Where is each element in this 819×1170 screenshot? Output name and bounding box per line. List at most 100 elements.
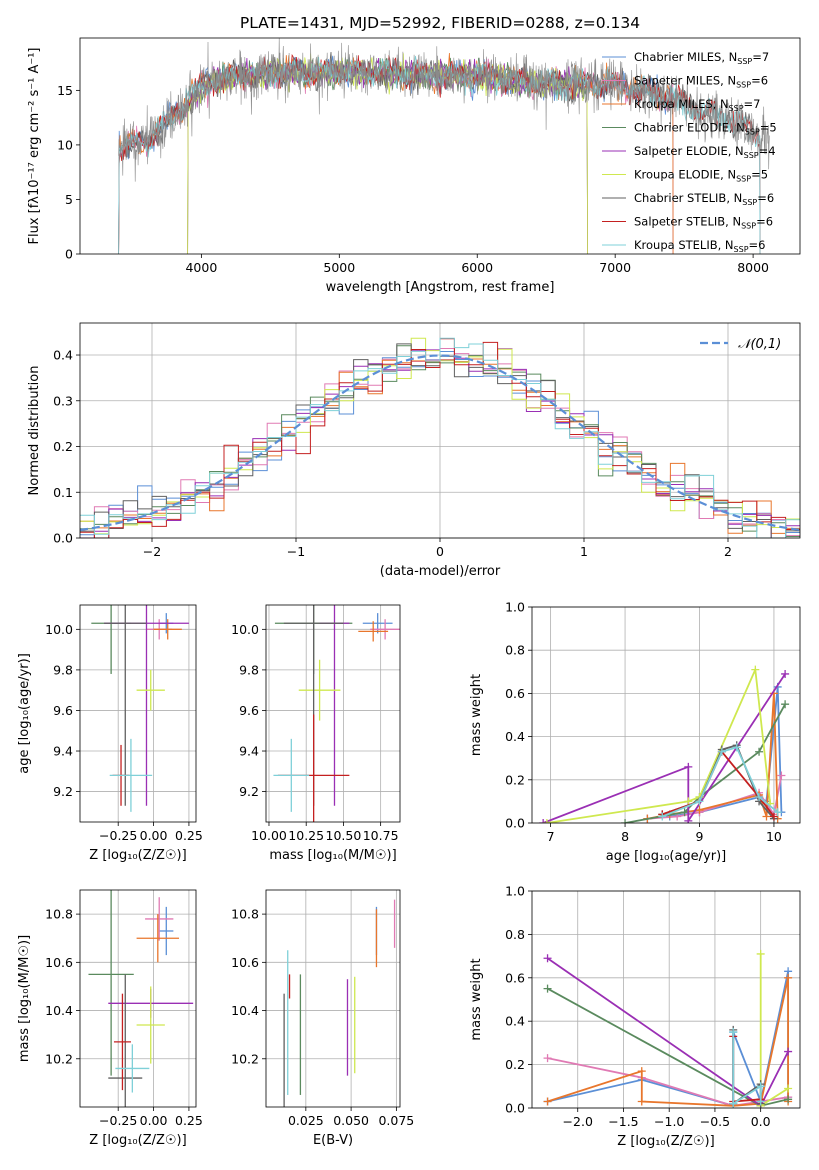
y-tick-label: 9.6 (53, 703, 73, 718)
y-tick-label: 9.2 (53, 784, 73, 799)
x-tick-label: 0.25 (175, 828, 203, 843)
x-tick-label: −0.25 (99, 1113, 137, 1128)
legend-label-rest: =5 (760, 121, 777, 135)
y-tick-label: 10.8 (231, 907, 259, 922)
legend-subscript: SSP (734, 245, 749, 254)
y-tick-label: 0.4 (53, 348, 73, 363)
series-marker (729, 1028, 738, 1037)
series-marker (717, 747, 726, 756)
legend-label: Salpeter ELODIE, NSSP=4 (634, 144, 776, 160)
series-marker (777, 771, 786, 780)
errorbar-chabrier_miles (159, 906, 174, 956)
panel-age-vs-Z: −0.25 0.00 0.25 9.2 9.4 9.6 9.8 10.0 Z [log₁₀(Z/… (17, 604, 203, 863)
series-marker (543, 984, 552, 993)
legend-label-rest: =6 (751, 74, 768, 88)
y-tick-label: 0.2 (505, 772, 525, 787)
x-tick-label: 10.00 (251, 828, 287, 843)
legend-label-rest: =7 (744, 97, 761, 111)
legend-label: Chabrier ELODIE, NSSP=5 (634, 121, 777, 137)
y-tick-label: 9.8 (239, 662, 259, 677)
series-marker (755, 747, 764, 756)
y-tick-label: 0.6 (505, 686, 525, 701)
histogram-kroupa_stelib (80, 337, 800, 538)
legend-label: Chabrier STELIB, NSSP=6 (634, 191, 774, 207)
series-line-kroupa_stelib (732, 1032, 762, 1106)
x-tick-label: 0.050 (333, 1113, 369, 1128)
spectrum-data (118, 38, 770, 182)
series-marker (769, 812, 778, 821)
axes-frame (79, 604, 197, 823)
series-marker (781, 700, 790, 709)
series-marker (784, 1084, 793, 1093)
errorbar-kroupa_miles (153, 619, 182, 640)
series-marker (755, 793, 764, 802)
y-tick-label: 9.4 (53, 744, 73, 759)
x-axis-label: wavelength [Angstrom, rest frame] (326, 280, 555, 295)
series-marker (658, 812, 667, 821)
series-marker (729, 1099, 738, 1108)
y-tick-label: 0 (65, 247, 73, 262)
errorbar-kroupa_stelib (273, 738, 310, 812)
legend-label: Kroupa STELIB, NSSP=6 (634, 238, 765, 254)
errorbar-kroupa_miles (136, 914, 180, 963)
legend-label-rest: =7 (752, 50, 769, 64)
x-tick-label: 1 (580, 544, 588, 559)
series-marker (784, 973, 793, 982)
y-tick-label: 10.4 (231, 1003, 259, 1018)
series-marker (756, 949, 765, 958)
x-tick-label: −0.5 (700, 1114, 730, 1129)
series-marker (756, 1097, 765, 1106)
series-marker (637, 1097, 646, 1106)
x-tick-label: 0 (436, 544, 444, 559)
legend-label: Salpeter STELIB, NSSP=6 (634, 215, 773, 231)
y-tick-label: 0.4 (505, 1014, 525, 1029)
errorbar-kroupa_elodie (136, 986, 165, 1064)
panel-mass-vs-EBV: 0.025 0.050 0.075 10.2 10.4 10.6 10.8 E(B-V) (231, 889, 414, 1148)
legend-subscript: SSP (744, 151, 759, 160)
panel-mass-weight-vs-age: 7 8 9 10 0.0 0.2 0.4 0.6 0.8 1.0 age [log₁₀(age/yr… (469, 600, 801, 864)
errorbar-salpeter_miles (370, 619, 400, 640)
series-marker (732, 743, 741, 752)
y-axis-label: age [log₁₀(age/yr)] (17, 653, 32, 774)
x-tick-label: 10 (766, 829, 782, 844)
legend-subscript: SSP (737, 57, 752, 66)
panel-mass-weight-vs-Z: −2.0 −1.5 −1.0 −0.5 0.0 0.0 0.2 0.4 0.6 0.8 1.0 Z [… (469, 884, 801, 1149)
chart-title: PLATE=1431, MJD=52992, FIBERID=0288, z=0… (240, 14, 640, 32)
series-marker (756, 1082, 765, 1091)
series-marker (539, 819, 548, 823)
x-tick-label: 10.25 (288, 828, 324, 843)
y-tick-label: 1.0 (505, 884, 525, 899)
axes-frame (79, 889, 197, 1108)
x-tick-label: 9 (696, 829, 704, 844)
x-axis-label: (data-model)/error (380, 564, 501, 579)
axes-frame (265, 604, 401, 823)
spectrum-model-chabrier_stelib (118, 51, 761, 254)
y-tick-label: 0.0 (53, 531, 73, 546)
plot-area (80, 337, 800, 538)
axes-frame (531, 606, 801, 824)
errorbar-kroupa_stelib (115, 1044, 150, 1093)
y-tick-label: 0.1 (53, 485, 73, 500)
legend-label-rest: =6 (749, 238, 766, 252)
series-marker (621, 819, 630, 823)
y-tick-label: 10.0 (231, 622, 259, 637)
x-tick-label: 7000 (599, 260, 631, 275)
x-tick-label: 0.0 (751, 1114, 771, 1129)
x-axis-label: Z [log₁₀(Z/Z☉)] (89, 1133, 186, 1148)
errorbar-chabrier_stelib (108, 974, 143, 1107)
y-axis-label: Flux [fλ10⁻¹⁷ erg cm⁻² s⁻¹ A⁻¹] (27, 48, 42, 245)
errorbar-kroupa_stelib (109, 738, 153, 812)
series-marker (762, 812, 771, 821)
y-axis-label: mass [log₁₀(M/M☉)] (17, 935, 32, 1062)
x-axis-label: E(B-V) (313, 1133, 353, 1148)
legend-label: Chabrier MILES, NSSP=7 (634, 50, 769, 66)
y-axis-label: mass weight (469, 958, 484, 1040)
errorbar-chabrier_stelib (104, 605, 147, 806)
y-tick-label: 0.2 (505, 1057, 525, 1072)
legend: Chabrier MILES, NSSP=7 Salpeter MILES, NS… (602, 50, 777, 254)
series-marker (542, 819, 551, 823)
series-line-kroupa_stelib (661, 746, 779, 818)
plot-area (539, 665, 790, 823)
series-marker (637, 1067, 646, 1076)
legend-label-rest: =4 (759, 144, 776, 158)
